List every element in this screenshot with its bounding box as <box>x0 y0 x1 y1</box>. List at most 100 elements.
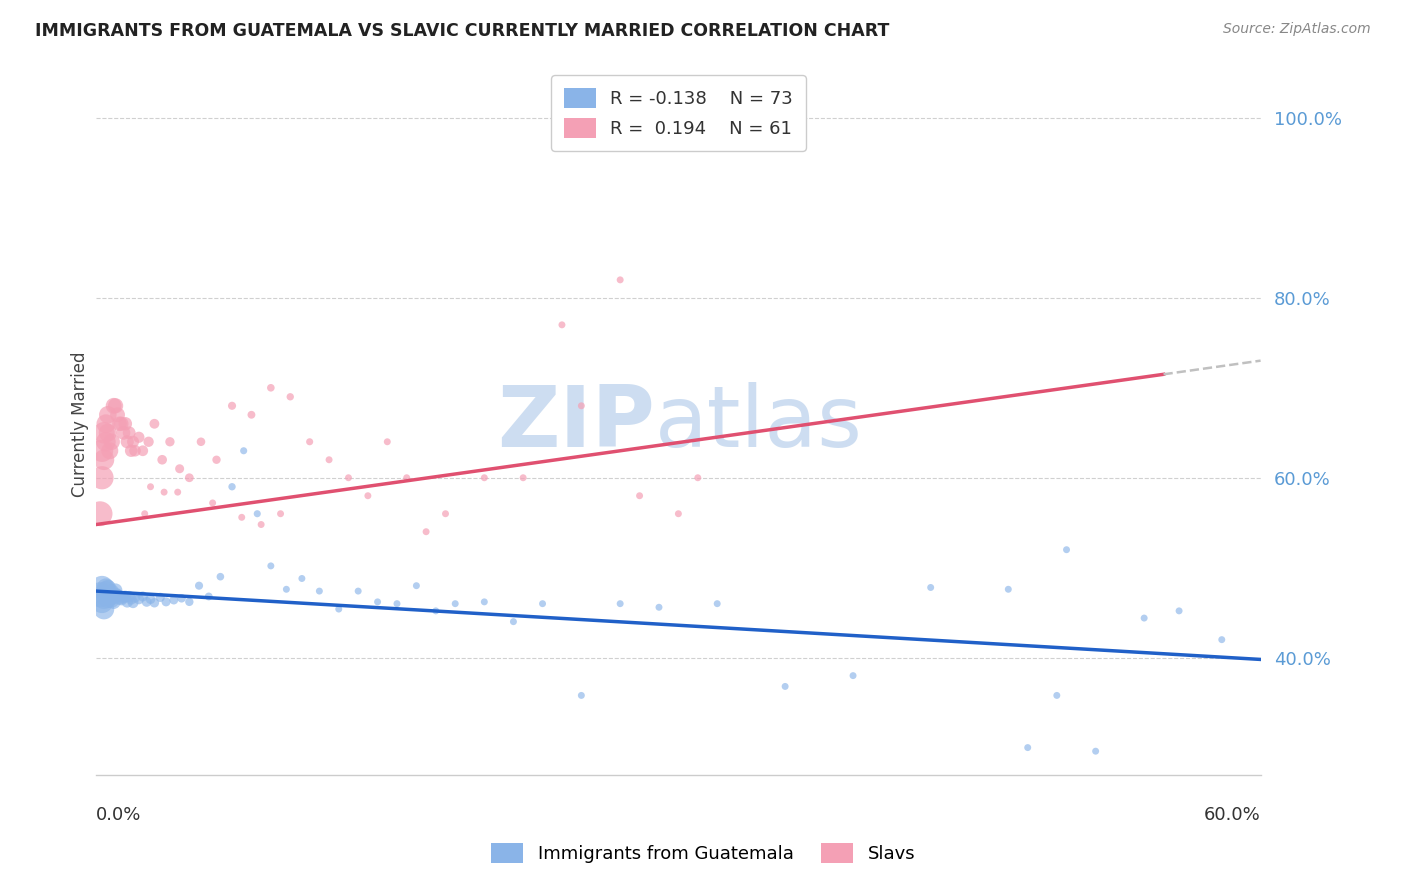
Y-axis label: Currently Married: Currently Married <box>72 351 89 497</box>
Point <box>250 517 273 532</box>
Point <box>1084 744 1107 758</box>
Point <box>1046 689 1069 703</box>
Point <box>110 592 132 607</box>
Point <box>97 592 120 607</box>
Point <box>132 590 155 604</box>
Point <box>91 471 114 485</box>
Point <box>628 489 651 503</box>
Point <box>103 590 125 604</box>
Point <box>94 581 117 595</box>
Point <box>276 582 298 597</box>
Point <box>100 593 122 607</box>
Point <box>114 590 136 604</box>
Point <box>118 590 141 604</box>
Point <box>260 558 283 573</box>
Point <box>97 582 120 596</box>
Point <box>128 592 150 607</box>
Point <box>108 417 131 431</box>
Point <box>609 273 631 287</box>
Point <box>318 452 340 467</box>
Point <box>231 510 253 524</box>
Point <box>91 443 114 458</box>
Point <box>104 399 127 413</box>
Point <box>94 417 117 431</box>
Point <box>706 597 728 611</box>
Point <box>122 434 145 449</box>
Point <box>347 584 370 599</box>
Point <box>94 434 117 449</box>
Point <box>395 471 418 485</box>
Point <box>472 471 495 485</box>
Point <box>405 579 427 593</box>
Point <box>143 596 166 610</box>
Point <box>512 471 534 485</box>
Point <box>291 572 314 586</box>
Legend: R = -0.138    N = 73, R =  0.194    N = 61: R = -0.138 N = 73, R = 0.194 N = 61 <box>551 75 806 151</box>
Point <box>434 507 457 521</box>
Point <box>278 390 301 404</box>
Point <box>166 485 188 500</box>
Point <box>91 581 114 595</box>
Point <box>93 425 115 440</box>
Point <box>128 430 150 444</box>
Point <box>100 585 122 599</box>
Point <box>357 489 380 503</box>
Point <box>337 471 360 485</box>
Point <box>569 399 592 413</box>
Point <box>997 582 1019 597</box>
Point <box>188 579 211 593</box>
Point <box>138 434 160 449</box>
Point <box>502 615 524 629</box>
Point <box>170 591 193 606</box>
Point <box>205 452 228 467</box>
Point <box>107 408 129 422</box>
Point <box>569 689 592 703</box>
Point <box>1168 604 1191 618</box>
Point <box>240 408 263 422</box>
Point <box>328 602 350 616</box>
Point <box>98 591 121 606</box>
Point <box>179 595 201 609</box>
Point <box>134 507 156 521</box>
Point <box>135 595 157 609</box>
Point <box>666 507 689 521</box>
Point <box>444 597 467 611</box>
Point <box>842 668 865 682</box>
Point <box>221 480 243 494</box>
Point <box>551 318 574 332</box>
Point <box>197 590 219 604</box>
Point <box>648 600 671 615</box>
Point <box>100 434 122 449</box>
Point <box>139 480 162 494</box>
Point <box>97 408 120 422</box>
Point <box>209 570 232 584</box>
Point <box>94 584 117 599</box>
Point <box>93 602 115 616</box>
Point <box>103 399 125 413</box>
Point <box>97 425 120 440</box>
Point <box>232 443 254 458</box>
Point <box>107 589 129 603</box>
Point <box>201 496 224 510</box>
Point <box>260 381 283 395</box>
Text: 0.0%: 0.0% <box>96 806 142 824</box>
Point <box>110 417 132 431</box>
Text: atlas: atlas <box>655 383 863 466</box>
Point <box>112 591 135 605</box>
Point <box>115 434 138 449</box>
Point <box>114 417 136 431</box>
Point <box>221 399 243 413</box>
Point <box>1133 611 1156 625</box>
Text: ZIP: ZIP <box>498 383 655 466</box>
Point <box>270 507 292 521</box>
Point <box>98 590 121 604</box>
Point <box>153 485 176 500</box>
Point <box>93 591 115 606</box>
Point <box>686 471 709 485</box>
Point <box>159 434 181 449</box>
Text: 60.0%: 60.0% <box>1204 806 1261 824</box>
Point <box>120 443 142 458</box>
Point <box>124 591 146 605</box>
Point <box>115 595 138 609</box>
Point <box>308 584 330 599</box>
